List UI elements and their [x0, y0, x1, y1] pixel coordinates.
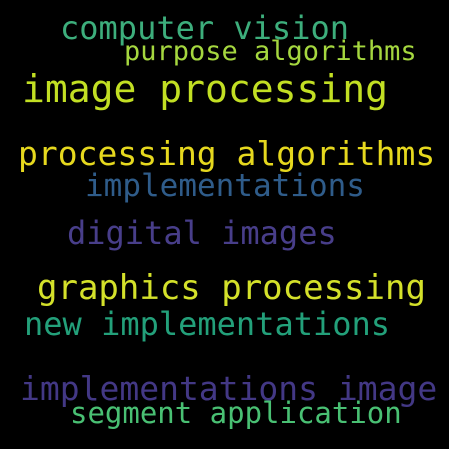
word-digital-images: digital images [67, 214, 337, 252]
word-segment-application: segment application [70, 396, 402, 430]
word-image-processing: image processing [22, 67, 389, 111]
word-purpose-algorithms: purpose algorithms [124, 36, 417, 67]
word-implementations: implementations [85, 168, 365, 204]
word-new-implementations: new implementations [24, 305, 391, 343]
word-implementations-image: implementations image [20, 369, 438, 408]
word-computer-vision: computer vision [60, 9, 349, 47]
word-processing-algorithms: processing algorithms [18, 134, 436, 173]
word-graphics-processing: graphics processing [37, 268, 426, 308]
